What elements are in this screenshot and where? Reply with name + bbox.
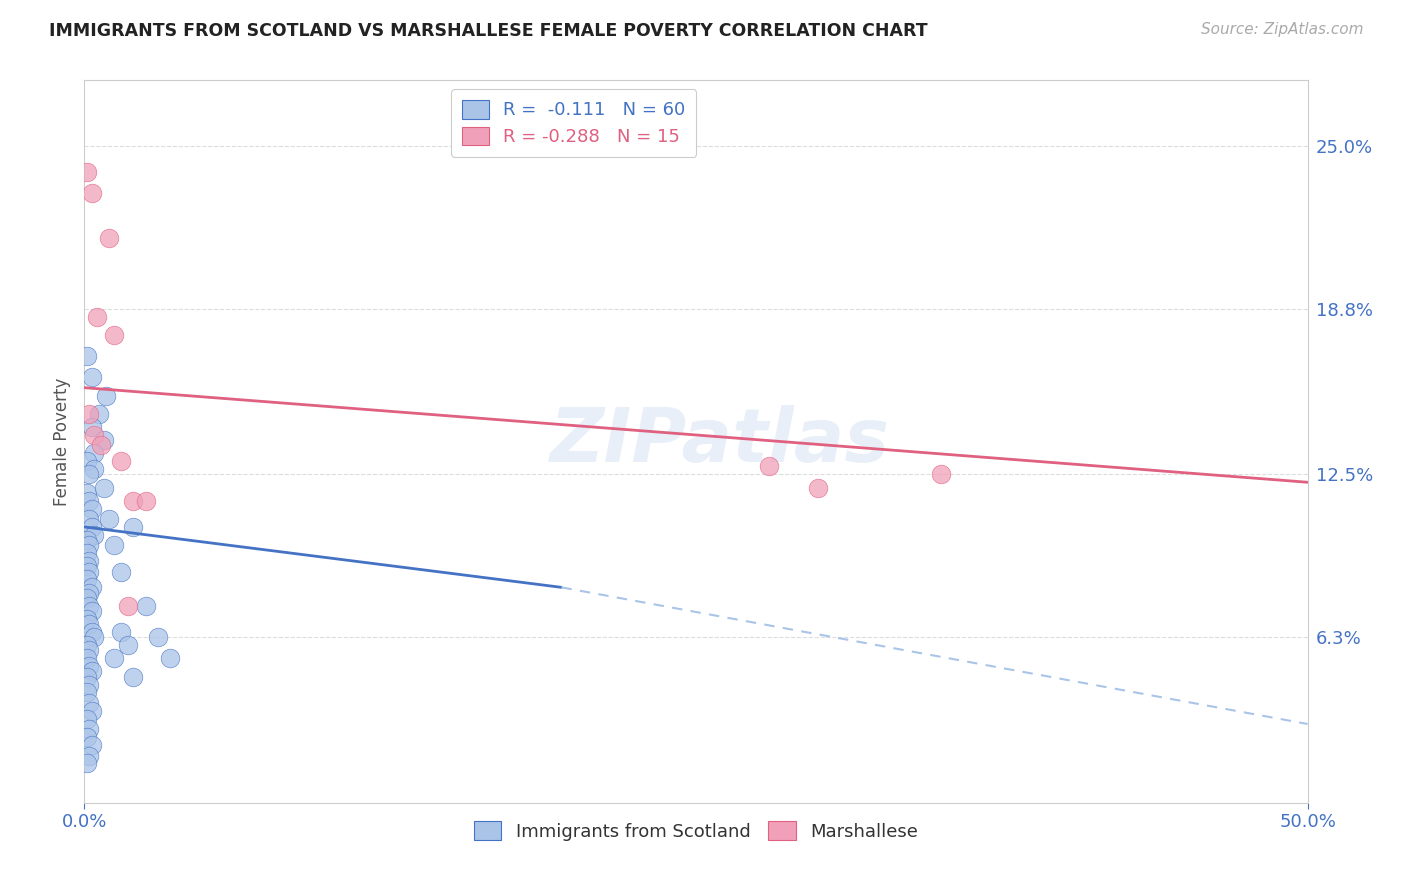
Point [76,573,98,587]
Point [77,585,100,599]
Point [83,630,105,644]
Point [80,665,103,679]
Point [76,712,98,726]
Point [86,310,108,324]
Point [103,328,125,343]
Point [76,591,98,605]
Point [80,186,103,201]
Point [76,756,98,771]
Point [135,493,157,508]
Point [77,554,100,568]
Point [103,651,125,665]
Point [90,438,112,452]
Point [77,512,100,526]
Point [83,462,105,476]
Point [117,599,139,613]
Point [77,467,100,482]
Point [117,638,139,652]
Point [76,730,98,744]
Point [135,599,157,613]
Point [76,612,98,626]
Point [76,670,98,684]
Point [97,231,120,245]
Point [807,481,830,495]
Point [122,670,145,684]
Point [76,638,98,652]
Y-axis label: Female Poverty: Female Poverty [53,377,72,506]
Point [122,493,145,508]
Point [80,625,103,640]
Point [77,723,100,737]
Point [77,407,100,421]
Point [110,565,132,579]
Text: Source: ZipAtlas.com: Source: ZipAtlas.com [1201,22,1364,37]
Point [77,565,100,579]
Point [77,659,100,673]
Point [76,546,98,560]
Point [146,630,169,644]
Point [80,370,103,384]
Point [76,685,98,699]
Point [83,446,105,460]
Point [77,538,100,552]
Point [122,520,145,534]
Point [77,493,100,508]
Point [76,533,98,547]
Point [83,428,105,442]
Point [87,407,110,421]
Point [76,349,98,363]
Point [110,454,132,468]
Point [80,420,103,434]
Text: ZIPatlas: ZIPatlas [550,405,890,478]
Point [159,651,181,665]
Point [929,467,952,482]
Point [103,538,125,552]
Point [76,559,98,574]
Point [77,599,100,613]
Point [77,748,100,763]
Point [83,528,105,542]
Point [76,454,98,468]
Text: IMMIGRANTS FROM SCOTLAND VS MARSHALLESE FEMALE POVERTY CORRELATION CHART: IMMIGRANTS FROM SCOTLAND VS MARSHALLESE … [49,22,928,40]
Point [80,501,103,516]
Point [93,481,115,495]
Point [76,651,98,665]
Point [80,580,103,594]
Point [77,617,100,632]
Point [96,388,118,402]
Point [80,704,103,718]
Point [76,165,98,179]
Point [93,434,115,448]
Point [77,696,100,710]
Point [77,677,100,691]
Point [97,512,120,526]
Point [80,738,103,752]
Point [758,459,780,474]
Point [110,625,132,640]
Point [80,604,103,618]
Point [77,643,100,657]
Legend: Immigrants from Scotland, Marshallese: Immigrants from Scotland, Marshallese [467,814,925,848]
Point [80,520,103,534]
Point [76,485,98,500]
